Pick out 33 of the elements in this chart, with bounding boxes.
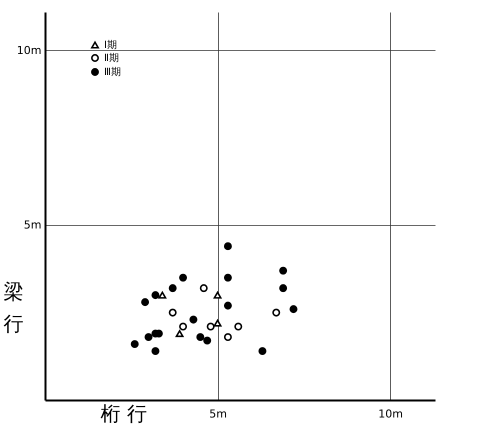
legend-label: Ⅱ期 [104, 52, 119, 64]
point [279, 284, 288, 292]
legend-label: Ⅲ期 [104, 66, 121, 78]
y-axis-title: 梁行 [4, 280, 24, 336]
point [272, 308, 280, 317]
point [214, 292, 222, 299]
point [168, 308, 177, 317]
point [196, 333, 204, 342]
point [189, 316, 198, 324]
point [224, 333, 232, 342]
point [224, 302, 232, 310]
point [141, 298, 150, 306]
legend-label: Ⅰ期 [104, 39, 117, 51]
point [158, 292, 166, 299]
point [279, 266, 288, 275]
point [224, 274, 232, 282]
point [176, 330, 184, 338]
point [130, 340, 139, 348]
point [168, 284, 177, 292]
point [200, 284, 208, 292]
x-axis-title: 桁 行 [100, 402, 147, 426]
point [179, 274, 188, 282]
point [234, 322, 242, 331]
point [290, 305, 298, 314]
point [224, 242, 232, 250]
point [179, 322, 188, 331]
point [151, 347, 160, 356]
point [203, 336, 212, 345]
point [206, 322, 215, 331]
point [258, 347, 266, 356]
point [144, 333, 152, 342]
point [214, 320, 222, 327]
point [151, 291, 160, 300]
